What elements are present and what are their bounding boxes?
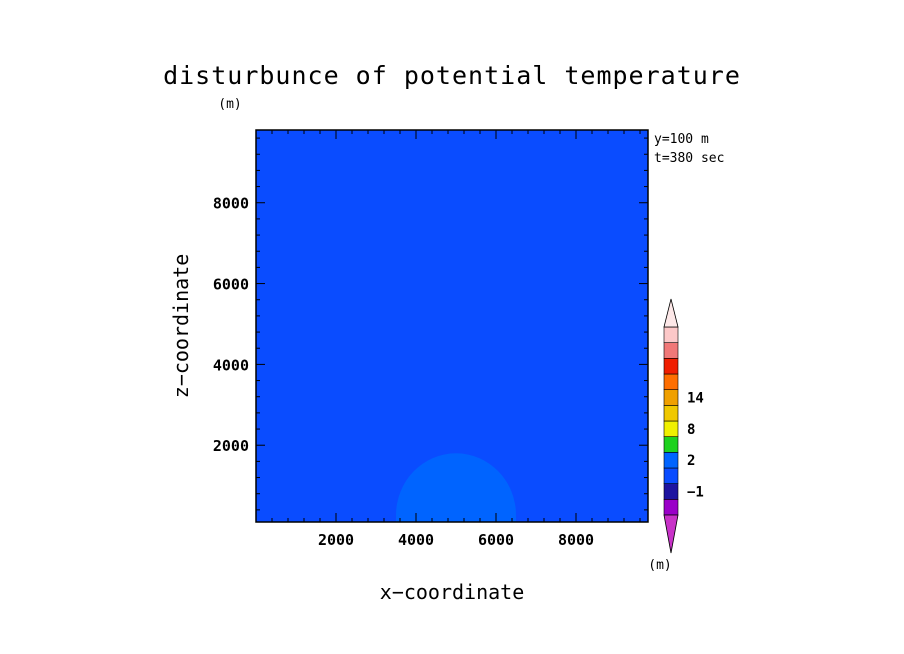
y-unit-label: (m) <box>218 97 241 112</box>
colorbar-level <box>663 358 679 375</box>
x-tick-label: 6000 <box>478 531 514 549</box>
colorbar-level <box>663 342 679 359</box>
y-tick-label: 8000 <box>213 195 249 213</box>
colorbar-level <box>663 405 679 422</box>
axes: 2000 4000 6000 8000 2000 4000 6000 8000 <box>213 129 649 549</box>
colorbar-label: 14 <box>687 391 704 407</box>
colorbar-level <box>663 467 679 484</box>
colorbar-label: 2 <box>687 453 695 469</box>
y-tick-label: 4000 <box>213 356 249 374</box>
colorbar: −1 2 8 14 <box>663 298 704 554</box>
colorbar-level <box>663 452 679 469</box>
colorbar-level <box>663 389 679 406</box>
colorbar-label: 8 <box>687 422 695 438</box>
colorbar-level <box>663 420 679 437</box>
x-tick-label: 8000 <box>558 531 594 549</box>
colorbar-label: −1 <box>687 485 704 501</box>
colorbar-unit: (m) <box>648 558 671 573</box>
annotation-y: y=100 m <box>654 132 709 147</box>
y-tick-label: 6000 <box>213 276 249 294</box>
chart-title: disturbunce of potential temperature <box>163 61 741 90</box>
y-axis-label: z−coordinate <box>169 254 193 399</box>
y-tick-label: 2000 <box>213 437 249 455</box>
colorbar-level <box>663 326 679 343</box>
x-tick-label: 2000 <box>318 531 354 549</box>
plot-frame <box>255 129 649 523</box>
annotation-t: t=380 sec <box>654 151 724 166</box>
colorbar-level <box>663 373 679 390</box>
colorbar-min-arrow <box>663 514 679 554</box>
colorbar-level <box>663 436 679 453</box>
x-tick-label: 4000 <box>398 531 434 549</box>
x-axis-label: x−coordinate <box>380 580 525 604</box>
plot-area <box>256 130 648 522</box>
colorbar-max-arrow <box>663 298 679 328</box>
colorbar-level <box>663 483 679 500</box>
colorbar-level <box>663 499 679 516</box>
warm-bubble-contour <box>396 453 516 522</box>
